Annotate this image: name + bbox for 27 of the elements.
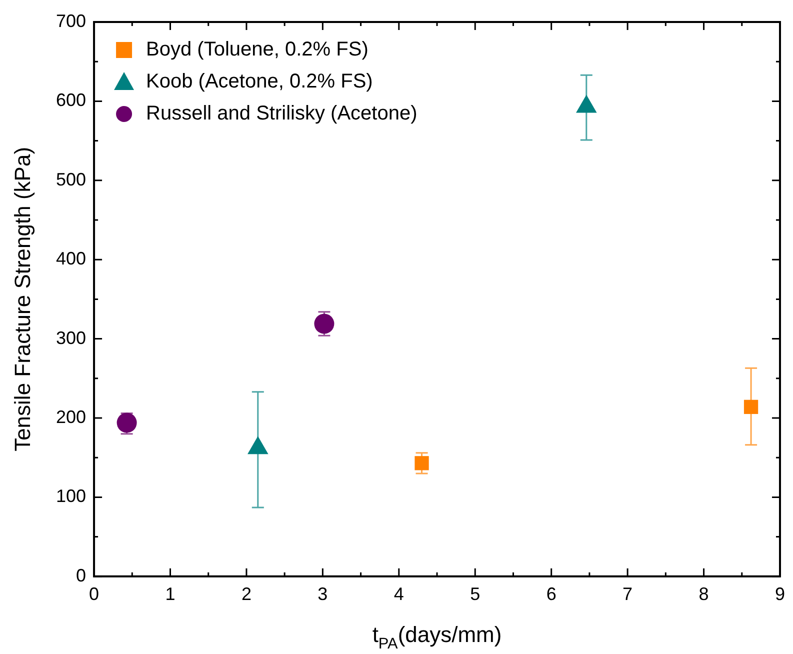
y-axis-title: Tensile Fracture Strength (kPa) — [10, 146, 35, 452]
x-tick-label: 1 — [165, 584, 176, 604]
point — [116, 412, 137, 433]
point — [414, 456, 429, 470]
point — [744, 400, 758, 414]
x-tick-label: 9 — [774, 584, 785, 604]
x-tick-label: 7 — [622, 584, 633, 604]
x-tick-label: 8 — [698, 584, 709, 604]
x-tick-label: 3 — [318, 584, 328, 604]
x-tick-label: 6 — [546, 584, 556, 604]
x-tick-label: 4 — [394, 584, 404, 604]
x-tick-label: 2 — [241, 584, 252, 604]
y-tick-label: 400 — [56, 248, 86, 269]
y-tick-label: 200 — [56, 406, 86, 427]
y-tick-label: 300 — [56, 328, 86, 348]
y-tick-label: 100 — [56, 486, 86, 506]
y-tick-label: 600 — [56, 90, 86, 110]
y-tick-label: 0 — [76, 565, 86, 586]
x-tick-label: 5 — [470, 584, 480, 604]
legend-label: Koob (Acetone, 0.2% FS) — [146, 70, 373, 93]
x-tick-label: 0 — [89, 584, 100, 604]
legend-label: Russell and Strilisky (Acetone) — [146, 102, 418, 125]
legend-label: Boyd (Toluene, 0.2% FS) — [146, 38, 368, 61]
y-tick-label: 500 — [56, 169, 86, 190]
point — [314, 314, 334, 334]
point — [576, 94, 597, 113]
y-tick-label: 700 — [56, 10, 86, 31]
